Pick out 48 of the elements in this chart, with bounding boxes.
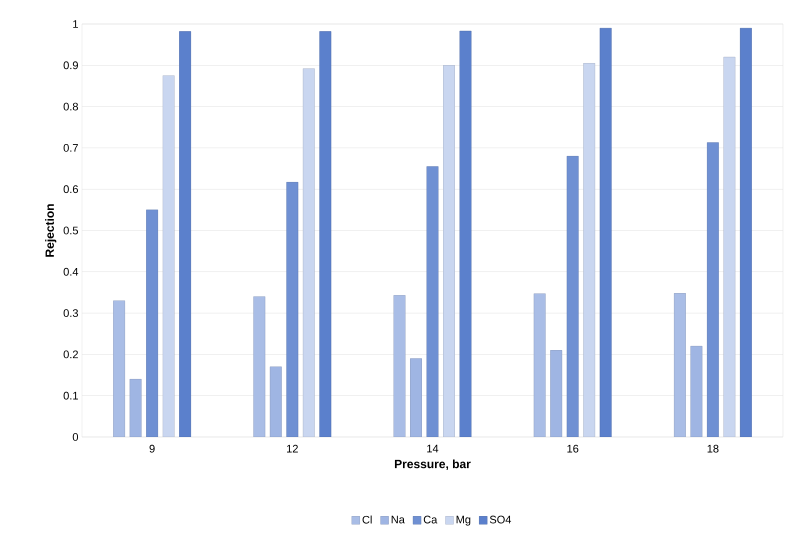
y-tick-label: 0.8	[64, 102, 78, 110]
legend-label: Mg	[456, 516, 470, 526]
legend-label: SO4	[490, 516, 512, 524]
y-tick-label: 0.3	[64, 309, 78, 317]
y-tick-label: 0.7	[64, 144, 78, 152]
x-tick-label: 18	[708, 444, 719, 453]
x-tick-label: 14	[427, 444, 438, 452]
bar	[113, 300, 126, 437]
y-tick-label: 0.5	[64, 226, 78, 234]
bar	[426, 166, 438, 437]
x-tick-label: 9	[150, 444, 155, 453]
y-tick-label: 0.9	[64, 61, 78, 70]
legend-label: Cl	[362, 516, 372, 524]
bar	[146, 210, 158, 437]
y-tick-label: 0.2	[64, 350, 78, 358]
bar	[319, 31, 332, 437]
y-tick-label: 1	[73, 20, 78, 28]
bar	[394, 295, 406, 437]
bar	[162, 75, 175, 437]
y-tick-label: 0	[72, 433, 78, 441]
bar	[443, 65, 455, 437]
x-tick-label: 16	[567, 444, 578, 453]
bar	[600, 28, 612, 437]
bar	[270, 366, 282, 437]
bar	[302, 68, 315, 437]
bar	[583, 63, 596, 437]
bar	[550, 350, 562, 437]
y-tick-label: 0.4	[64, 268, 78, 276]
x-tick-label: 12	[287, 444, 298, 452]
bar	[130, 378, 142, 437]
y-tick-label: 0.1	[64, 392, 78, 400]
y-axis-title: Rejection	[45, 204, 56, 257]
bar	[706, 142, 719, 437]
legend-label: Ca	[424, 516, 438, 524]
bar	[674, 293, 686, 437]
bar	[723, 56, 736, 437]
bar	[179, 31, 192, 437]
bar	[410, 358, 422, 437]
x-axis-title: Pressure, bar	[394, 459, 471, 470]
bar	[534, 293, 546, 437]
legend-label: Na	[392, 516, 405, 524]
bar	[253, 296, 266, 437]
bar	[566, 156, 579, 437]
bar	[690, 346, 702, 437]
bar	[740, 28, 752, 437]
bar	[286, 182, 298, 437]
bar	[460, 30, 472, 437]
y-tick-label: 0.6	[64, 185, 78, 194]
